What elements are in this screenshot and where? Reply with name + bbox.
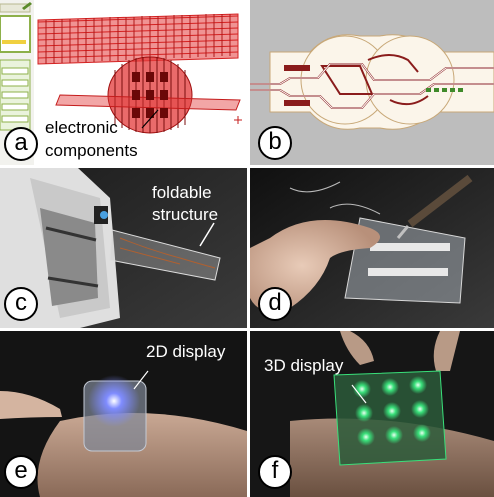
panel-b: b: [250, 0, 494, 165]
panel-badge-c: c: [4, 287, 38, 321]
label-electronic: electronic: [45, 118, 118, 137]
panel-badge-f: f: [258, 455, 292, 489]
cutting-machine-photo: [0, 168, 247, 328]
label-components: components: [45, 141, 138, 160]
panel-a: electronic components a: [0, 0, 247, 165]
label-2d-display: 2D display: [146, 342, 226, 361]
panel-d: d: [250, 168, 494, 328]
panel-c: foldable structure c: [0, 168, 247, 328]
panel-badge-a: a: [4, 127, 38, 161]
circuit-layout-illustration: [250, 0, 494, 165]
label-structure: structure: [152, 205, 219, 224]
label-foldable: foldable: [152, 183, 212, 202]
panel-badge-e: e: [4, 455, 38, 489]
panel-badge-d: d: [258, 287, 292, 321]
panel-badge-b: b: [258, 126, 292, 160]
wrist-2d-display-photo: [0, 331, 247, 497]
label-3d-display: 3D display: [264, 356, 344, 375]
panel-f: 3D display f: [250, 331, 494, 497]
panel-e: 2D display e: [0, 331, 247, 497]
wrist-3d-display-photo: [250, 331, 494, 497]
